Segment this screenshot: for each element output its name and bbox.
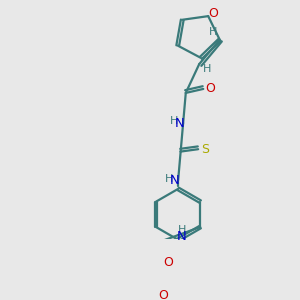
Text: O: O [163,256,173,269]
Text: H: H [164,173,173,184]
Text: N: N [177,230,187,243]
Text: H: H [203,64,212,74]
Text: H: H [209,27,218,37]
Text: H: H [169,116,178,126]
Text: O: O [206,82,215,95]
Text: O: O [208,7,218,20]
Text: S: S [201,143,209,156]
Text: N: N [175,116,185,130]
Text: O: O [159,289,169,300]
Text: N: N [170,174,180,187]
Text: H: H [178,226,186,236]
